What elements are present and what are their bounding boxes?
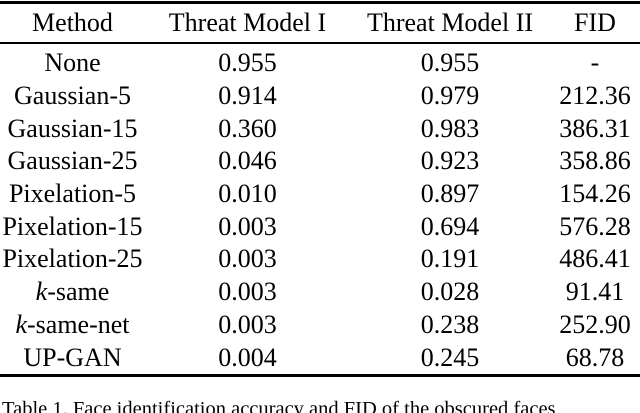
table-row: UP-GAN 0.004 0.245 68.78 bbox=[0, 341, 640, 375]
table-row: k-same 0.003 0.028 91.41 bbox=[0, 276, 640, 309]
method-cell: Gaussian-25 bbox=[7, 146, 138, 176]
method-cell: Gaussian-15 bbox=[7, 113, 138, 143]
table-row: Pixelation-25 0.003 0.191 486.41 bbox=[0, 243, 640, 276]
col-header-fid: FID bbox=[550, 2, 640, 44]
method-cell: Pixelation-5 bbox=[8, 179, 137, 209]
table-row: Pixelation-15 0.003 0.694 576.28 bbox=[0, 210, 640, 243]
table-body: None 0.955 0.955 - Gaussian-5 0.914 0.979 212.3… bbox=[0, 43, 640, 375]
fid-cell: 486.41 bbox=[559, 244, 631, 274]
threat-model-2-cell: 0.238 bbox=[420, 309, 480, 339]
table-row: Pixelation-5 0.010 0.897 154.26 bbox=[0, 178, 640, 211]
fid-cell: 212.36 bbox=[559, 81, 631, 111]
threat-model-2-cell: 0.191 bbox=[420, 244, 480, 274]
col-header-method: Method bbox=[0, 2, 145, 44]
threat-model-2-cell: 0.694 bbox=[420, 211, 480, 241]
fid-cell: - bbox=[590, 48, 600, 78]
threat-model-1-cell: 0.914 bbox=[218, 81, 277, 111]
fid-cell: 154.26 bbox=[559, 179, 631, 209]
fid-cell: 68.78 bbox=[565, 342, 625, 372]
italic-k: k bbox=[35, 277, 48, 307]
method-cell: Pixelation-25 bbox=[2, 244, 143, 274]
col-header-threat-model-1: Threat Model I bbox=[145, 2, 350, 44]
table-row: Gaussian-25 0.046 0.923 358.86 bbox=[0, 145, 640, 178]
method-cell: None bbox=[44, 48, 101, 78]
method-cell: Pixelation-15 bbox=[2, 211, 143, 241]
threat-model-1-cell: 0.010 bbox=[218, 179, 277, 209]
threat-model-1-cell: 0.003 bbox=[218, 309, 277, 339]
fid-cell: 252.90 bbox=[559, 309, 631, 339]
method-cell: Gaussian-5 bbox=[14, 81, 131, 111]
threat-model-1-cell: 0.003 bbox=[218, 211, 277, 241]
threat-model-2-cell: 0.923 bbox=[420, 146, 480, 176]
threat-model-1-cell: 0.004 bbox=[218, 342, 277, 372]
threat-model-2-cell: 0.983 bbox=[420, 113, 480, 143]
fid-cell: 576.28 bbox=[559, 211, 631, 241]
table-row: None 0.955 0.955 - bbox=[0, 43, 640, 80]
threat-model-2-cell: 0.245 bbox=[420, 342, 480, 372]
threat-model-1-cell: 0.046 bbox=[218, 146, 277, 176]
fid-cell: 91.41 bbox=[565, 277, 625, 307]
method-cell: k-same-net bbox=[15, 309, 130, 339]
threat-model-1-cell: 0.955 bbox=[218, 48, 277, 78]
threat-model-1-cell: 0.360 bbox=[218, 113, 277, 143]
header-row: Method Threat Model I Threat Model II FI… bbox=[0, 2, 640, 44]
threat-model-2-cell: 0.897 bbox=[420, 179, 480, 209]
table-row: Gaussian-5 0.914 0.979 212.36 bbox=[0, 80, 640, 113]
method-cell: UP-GAN bbox=[23, 342, 122, 372]
threat-model-2-cell: 0.979 bbox=[420, 81, 480, 111]
col-header-threat-model-2: Threat Model II bbox=[350, 2, 550, 44]
italic-k: k bbox=[15, 309, 28, 339]
threat-model-1-cell: 0.003 bbox=[218, 277, 277, 307]
threat-model-2-cell: 0.955 bbox=[420, 48, 480, 78]
table-caption: Table 1. Face identification accuracy an… bbox=[2, 398, 556, 413]
fid-cell: 386.31 bbox=[559, 113, 631, 143]
method-cell: k-same bbox=[35, 277, 110, 307]
results-table: Method Threat Model I Threat Model II FI… bbox=[0, 1, 640, 377]
table-row: k-same-net 0.003 0.238 252.90 bbox=[0, 309, 640, 342]
fid-cell: 358.86 bbox=[559, 146, 631, 176]
table-row: Gaussian-15 0.360 0.983 386.31 bbox=[0, 112, 640, 145]
threat-model-1-cell: 0.003 bbox=[218, 244, 277, 274]
threat-model-2-cell: 0.028 bbox=[420, 277, 480, 307]
